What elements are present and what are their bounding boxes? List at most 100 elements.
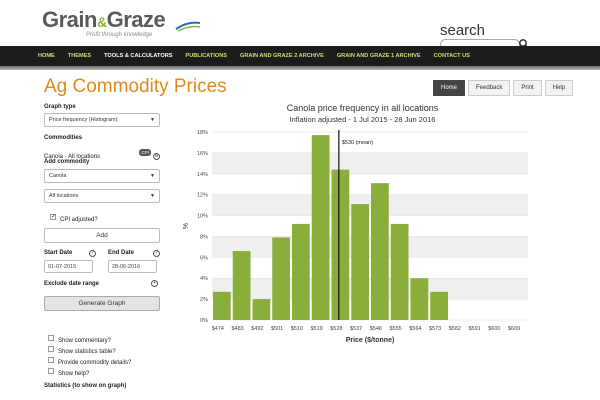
chevron-down-icon: ▼ bbox=[150, 193, 155, 199]
y-tick-label: 16% bbox=[197, 151, 208, 157]
location-select[interactable]: All locations ▼ bbox=[44, 189, 160, 203]
x-tick-label: $483 bbox=[232, 326, 244, 332]
show-help-checkbox[interactable] bbox=[48, 367, 54, 374]
show-statistics-label: Show statistics table? bbox=[58, 349, 116, 355]
option-details: Provide commodity details? bbox=[48, 351, 131, 369]
histogram-bar bbox=[390, 223, 409, 320]
x-tick-label: $591 bbox=[469, 326, 481, 332]
end-date-help-icon[interactable]: ? bbox=[153, 250, 160, 257]
remove-commodity-icon[interactable]: ⊖ bbox=[153, 153, 160, 160]
main-nav: HOME THEMES TOOLS & CALCULATORS PUBLICAT… bbox=[0, 46, 600, 66]
y-axis-label: % bbox=[183, 223, 190, 229]
tab-home[interactable]: Home bbox=[433, 80, 466, 96]
nav-item-grain-graze-1-archive[interactable]: GRAIN AND GRAZE 1 ARCHIVE bbox=[336, 53, 421, 59]
histogram-bar bbox=[410, 278, 429, 320]
histogram-bar bbox=[331, 169, 350, 320]
commodity-select-value: Canola bbox=[49, 173, 67, 179]
graph-type-select[interactable]: Price frequency (Histogram) ▼ bbox=[44, 113, 160, 127]
header: Grain&Graze Profit through knowledge sea… bbox=[0, 0, 600, 50]
mean-label: $530 (mean) bbox=[342, 140, 373, 146]
page-title: Ag Commodity Prices bbox=[44, 76, 227, 97]
exclude-date-range-label: Exclude date range bbox=[44, 281, 100, 287]
y-tick-label: 12% bbox=[197, 193, 208, 199]
logo-text: Grain&Graze bbox=[42, 7, 166, 32]
chevron-down-icon: ▼ bbox=[150, 117, 155, 123]
cpi-adjusted-row: CPI adjusted? bbox=[50, 208, 98, 226]
add-commodity-label: Add commodity bbox=[44, 159, 90, 165]
show-commentary-label: Show commentary? bbox=[58, 338, 112, 344]
y-tick-label: 4% bbox=[200, 276, 208, 282]
generate-graph-button[interactable]: Generate Graph bbox=[44, 296, 160, 311]
nav-item-grain-graze-2-archive[interactable]: GRAIN AND GRAZE 2 ARCHIVE bbox=[240, 53, 324, 59]
x-tick-label: $510 bbox=[291, 326, 303, 332]
graph-type-label: Graph type bbox=[44, 104, 76, 110]
x-tick-label: $501 bbox=[271, 326, 283, 332]
end-date-input[interactable]: 28-06-2016 bbox=[108, 260, 157, 273]
grid-band bbox=[212, 194, 528, 216]
nav-item-tools-calculators[interactable]: TOOLS & CALCULATORS bbox=[104, 53, 173, 59]
histogram-bar bbox=[311, 135, 330, 320]
option-help: Show help? bbox=[48, 362, 89, 380]
commodities-label: Commodities bbox=[44, 135, 83, 141]
x-tick-label: $573 bbox=[429, 326, 441, 332]
location-select-value: All locations bbox=[49, 193, 79, 199]
show-help-label: Show help? bbox=[58, 371, 90, 377]
logo-tagline: Profit through knowledge bbox=[86, 32, 153, 38]
histogram-bar bbox=[213, 291, 231, 320]
histogram-chart: 0% 2% 4% 6% 8% 10% 12% 14% 16% 18% $474 $483 $492 $50… bbox=[183, 130, 528, 344]
x-tick-label: $537 bbox=[350, 326, 362, 332]
y-tick-label: 10% bbox=[197, 214, 208, 220]
commodity-details-checkbox[interactable] bbox=[48, 356, 54, 363]
histogram-bar bbox=[292, 223, 310, 320]
x-tick-label: $546 bbox=[370, 326, 382, 332]
search-label: search bbox=[440, 22, 486, 39]
grid-band bbox=[212, 152, 528, 174]
x-tick-label: $519 bbox=[311, 326, 323, 332]
histogram-bar bbox=[430, 291, 448, 320]
nav-item-publications[interactable]: PUBLICATIONS bbox=[185, 53, 228, 59]
page-tabs: Home Feedback Print Help bbox=[430, 80, 574, 96]
y-tick-label: 8% bbox=[200, 234, 208, 240]
x-tick-label: $474 bbox=[212, 326, 224, 332]
x-tick-label: $492 bbox=[251, 326, 263, 332]
show-statistics-checkbox[interactable] bbox=[48, 345, 54, 352]
x-tick-label: $564 bbox=[409, 326, 421, 332]
tab-help[interactable]: Help bbox=[544, 80, 574, 96]
option-commentary: Show commentary? bbox=[48, 329, 111, 347]
logo[interactable]: Grain&Graze Profit through knowledge bbox=[42, 7, 202, 43]
show-commentary-checkbox[interactable] bbox=[48, 334, 54, 341]
histogram-bar bbox=[252, 299, 271, 320]
chart-title: Canola price frequency in all locations bbox=[286, 103, 439, 113]
tab-feedback[interactable]: Feedback bbox=[468, 80, 511, 96]
tab-print[interactable]: Print bbox=[513, 80, 542, 96]
cpi-badge: CPI bbox=[139, 149, 151, 157]
end-date-label: End Date bbox=[108, 250, 135, 256]
x-tick-label: $609 bbox=[508, 326, 520, 332]
option-statistics: Show statistics table? bbox=[48, 340, 116, 358]
start-date-label: Start Date bbox=[44, 250, 73, 256]
add-button[interactable]: Add bbox=[44, 228, 160, 243]
histogram-bar bbox=[232, 251, 251, 320]
nav-item-contact-us[interactable]: CONTACT US bbox=[433, 53, 470, 59]
cpi-adjusted-checkbox[interactable] bbox=[50, 213, 56, 220]
histogram-bar bbox=[351, 204, 369, 320]
graph-type-value: Price frequency (Histogram) bbox=[49, 117, 118, 123]
x-tick-label: $600 bbox=[488, 326, 500, 332]
start-date-help-icon[interactable]: ? bbox=[89, 250, 96, 257]
grid-band bbox=[212, 236, 528, 258]
commodity-select[interactable]: Canola ▼ bbox=[44, 169, 160, 183]
y-tick-label: 18% bbox=[197, 130, 208, 136]
add-exclude-range-icon[interactable]: + bbox=[151, 280, 158, 287]
x-tick-label: $555 bbox=[390, 326, 402, 332]
nav-item-themes[interactable]: THEMES bbox=[67, 53, 92, 59]
start-date-input[interactable]: 01-07-2015 bbox=[44, 260, 93, 273]
y-tick-label: 2% bbox=[200, 297, 208, 303]
grid-band bbox=[212, 278, 528, 300]
y-tick-label: 14% bbox=[197, 172, 208, 178]
nav-item-home[interactable]: HOME bbox=[38, 53, 55, 59]
x-tick-label: $582 bbox=[449, 326, 461, 332]
commodity-list-item: Canola - All locations CPI⊖ bbox=[44, 145, 160, 163]
histogram-bar bbox=[371, 183, 389, 320]
commodity-details-label: Provide commodity details? bbox=[58, 360, 132, 366]
statistics-label: Statistics (to show on graph) bbox=[44, 383, 127, 389]
